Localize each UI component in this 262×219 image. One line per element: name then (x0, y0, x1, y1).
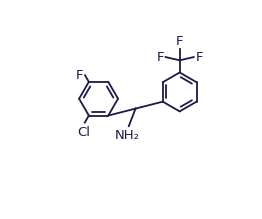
Text: F: F (195, 51, 203, 64)
Text: Cl: Cl (78, 126, 91, 139)
Text: F: F (75, 69, 83, 82)
Text: F: F (176, 35, 183, 48)
Text: F: F (156, 51, 164, 64)
Text: NH₂: NH₂ (115, 129, 140, 142)
